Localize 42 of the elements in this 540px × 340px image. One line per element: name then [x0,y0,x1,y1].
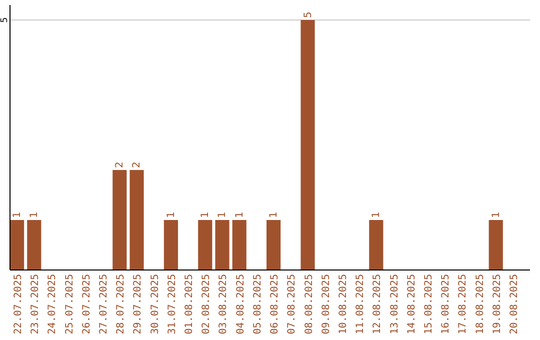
data-label: 1 [268,212,280,218]
x-tick-label: 11.08.2025 [355,274,366,334]
x-tick-label: 06.08.2025 [270,274,281,334]
data-label: 2 [132,162,143,168]
x-tick-label: 05.08.2025 [252,274,264,334]
x-tick-label: 26.07.2025 [81,274,92,334]
data-label: 2 [114,162,126,168]
x-tick-label: 19.08.2025 [492,274,503,334]
x-tick-label: 25.07.2025 [64,274,76,334]
x-tick-label: 08.08.2025 [304,274,315,334]
x-tick-label: 20.08.2025 [508,274,520,334]
x-tick-label: 22.07.2025 [13,274,24,334]
x-tick-label: 24.07.2025 [47,274,58,334]
x-tick-label: 16.08.2025 [440,274,452,334]
x-tick-label: 23.07.2025 [30,274,42,334]
x-tick-label: 28.07.2025 [116,274,127,334]
x-tick-label: 02.08.2025 [201,274,212,334]
x-tick-label: 09.08.2025 [320,274,332,334]
data-label: 1 [234,212,246,218]
x-tick-label: 03.08.2025 [218,274,230,334]
data-label: 1 [29,212,40,218]
x-tick-label: 31.07.2025 [166,274,178,334]
data-label: 1 [371,212,382,218]
data-label: 1 [166,212,177,218]
x-tick-label: 18.08.2025 [474,274,486,334]
x-tick-label: 01.08.2025 [184,274,196,334]
x-tick-label: 12.08.2025 [372,274,384,334]
data-label: 1 [490,212,502,218]
x-tick-label: 14.08.2025 [406,274,418,334]
x-tick-label: 07.08.2025 [286,274,298,334]
x-tick-label: 17.08.2025 [458,274,469,334]
x-tick-label: 27.07.2025 [98,274,110,334]
data-label: 1 [217,212,228,218]
x-tick-label: 04.08.2025 [235,274,246,334]
data-label: 1 [200,212,212,218]
x-tick-label: 13.08.2025 [389,274,400,334]
x-tick-label: 29.07.2025 [132,274,144,334]
data-label: 5 [302,12,314,18]
data-label: 1 [12,212,24,218]
x-tick-label: 15.08.2025 [423,274,434,334]
x-tick-label: 30.07.2025 [150,274,161,334]
x-tick-label: 10.08.2025 [338,274,349,334]
